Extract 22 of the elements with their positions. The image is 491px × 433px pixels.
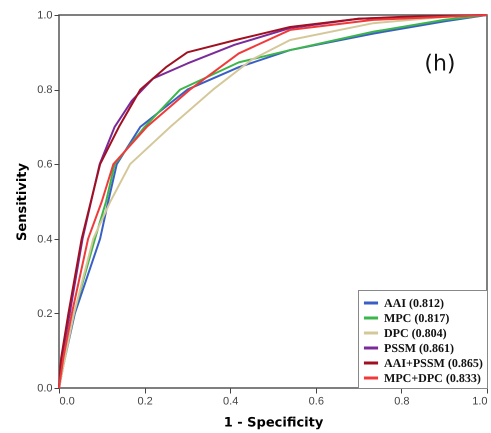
- legend-label: MPC+DPC (0.833): [384, 371, 481, 385]
- x-tick-label: 0.0: [60, 396, 75, 408]
- legend-label: AAI (0.812): [384, 296, 444, 310]
- annotation: (h): [424, 51, 456, 76]
- y-tick-label: 1.0: [37, 10, 52, 22]
- legend-label: PSSM (0.861): [384, 341, 454, 355]
- x-tick-label: 0.8: [394, 396, 410, 408]
- x-tick-label: 0.6: [308, 396, 324, 408]
- x-tick-label: 0.2: [137, 396, 153, 408]
- y-tick-label: 0.2: [37, 308, 52, 320]
- legend-label: MPC (0.817): [384, 311, 450, 325]
- legend-label: AAI+PSSM (0.865): [384, 356, 483, 370]
- x-axis-title: 1 - Specificity: [224, 416, 324, 430]
- y-tick-label: 0.4: [37, 233, 52, 246]
- legend-label: DPC (0.804): [384, 326, 447, 340]
- y-tick-label: 0.6: [37, 158, 52, 171]
- y-tick-label: 0.0: [37, 382, 52, 394]
- x-tick-label: 0.4: [223, 396, 238, 408]
- y-tick-label: 0.8: [37, 84, 52, 96]
- y-axis-title: Sensitivity: [15, 162, 30, 241]
- x-tick-label: 1.0: [472, 396, 488, 408]
- line-series: [58, 14, 488, 389]
